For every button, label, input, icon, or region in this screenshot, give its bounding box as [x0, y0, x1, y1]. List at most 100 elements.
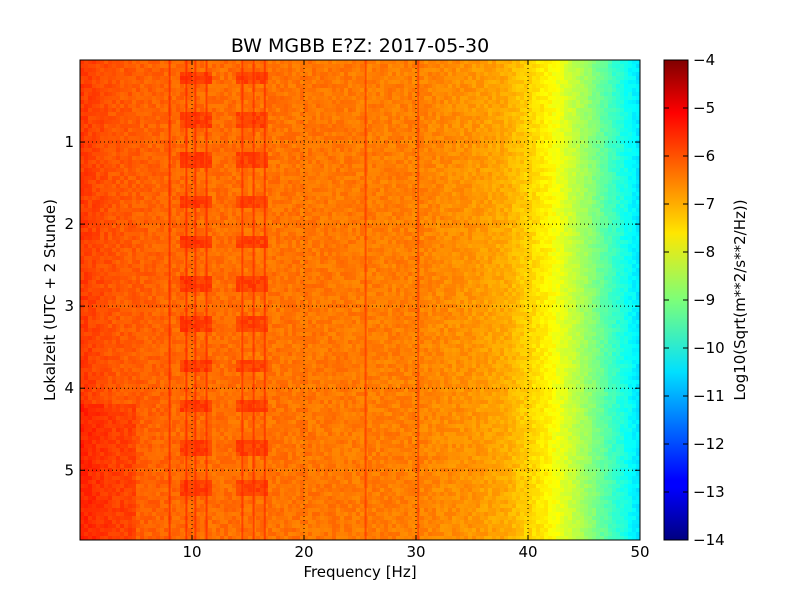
heatmap-cell [300, 112, 305, 117]
heatmap-cell [384, 172, 389, 177]
heatmap-cell [340, 156, 345, 161]
heatmap-cell [396, 64, 401, 69]
heatmap-cell [144, 120, 149, 125]
heatmap-cell [224, 124, 229, 129]
heatmap-cell [404, 176, 409, 181]
heatmap-cell [192, 92, 197, 97]
heatmap-cell [492, 96, 497, 101]
heatmap-cell [308, 64, 313, 69]
heatmap-cell [132, 88, 137, 93]
heatmap-cell [292, 200, 297, 205]
heatmap-cell [264, 116, 269, 121]
heatmap-cell [564, 172, 569, 177]
heatmap-cell [92, 120, 97, 125]
heatmap-cell [616, 76, 621, 81]
heatmap-cell [356, 72, 361, 77]
heatmap-cell [372, 200, 377, 205]
heatmap-cell [92, 136, 97, 141]
heatmap-cell [212, 144, 217, 149]
heatmap-cell [140, 116, 145, 121]
heatmap-cell [396, 188, 401, 193]
heatmap-cell [592, 108, 597, 113]
heatmap-cell [376, 84, 381, 89]
heatmap-cell [224, 108, 229, 113]
heatmap-cell [616, 188, 621, 193]
heatmap-cell [180, 156, 185, 161]
heatmap-cell [100, 148, 105, 153]
heatmap-cell [288, 136, 293, 141]
heatmap-cell [232, 96, 237, 101]
heatmap-cell [428, 108, 433, 113]
heatmap-cell [412, 104, 417, 109]
heatmap-cell [468, 120, 473, 125]
heatmap-cell [192, 136, 197, 141]
heatmap-cell [164, 84, 169, 89]
heatmap-cell [268, 88, 273, 93]
heatmap-cell [136, 184, 141, 189]
heatmap-cell [376, 188, 381, 193]
heatmap-cell [592, 68, 597, 73]
heatmap-cell [588, 192, 593, 197]
heatmap-cell [476, 76, 481, 81]
heatmap-cell [216, 180, 221, 185]
heatmap-cell [420, 136, 425, 141]
heatmap-cell [148, 120, 153, 125]
heatmap-cell [140, 120, 145, 125]
heatmap-cell [576, 152, 581, 157]
heatmap-cell [312, 180, 317, 185]
heatmap-cell [180, 64, 185, 69]
heatmap-cell [424, 92, 429, 97]
heatmap-cell [272, 128, 277, 133]
heatmap-cell [408, 200, 413, 205]
heatmap-cell [600, 148, 605, 153]
heatmap-cell [156, 128, 161, 133]
heatmap-cell [120, 120, 125, 125]
heatmap-cell [500, 196, 505, 201]
heatmap-cell [268, 164, 273, 169]
heatmap-cell [112, 88, 117, 93]
heatmap-cell [80, 144, 85, 149]
heatmap-cell [420, 152, 425, 157]
heatmap-cell [564, 160, 569, 165]
heatmap-cell [360, 60, 365, 65]
heatmap-cell [376, 128, 381, 133]
heatmap-cell [396, 200, 401, 205]
heatmap-cell [176, 132, 181, 137]
heatmap-cell [288, 184, 293, 189]
heatmap-cell [440, 172, 445, 177]
heatmap-cell [312, 124, 317, 129]
heatmap-cell [600, 144, 605, 149]
heatmap-cell [480, 96, 485, 101]
heatmap-cell [236, 192, 241, 197]
heatmap-cell [176, 92, 181, 97]
heatmap-cell [512, 164, 517, 169]
heatmap-cell [444, 176, 449, 181]
heatmap-cell [172, 192, 177, 197]
heatmap-cell [328, 200, 333, 205]
heatmap-cell [492, 136, 497, 141]
heatmap-cell [344, 80, 349, 85]
heatmap-cell [544, 196, 549, 201]
heatmap-cell [472, 184, 477, 189]
heatmap-cell [636, 108, 640, 113]
heatmap-cell [268, 168, 273, 173]
heatmap-cell [88, 96, 93, 101]
heatmap-cell [108, 152, 113, 157]
heatmap-cell [552, 112, 557, 117]
heatmap-cell [132, 60, 137, 65]
heatmap-cell [320, 68, 325, 73]
heatmap-cell [264, 100, 269, 105]
heatmap-cell [408, 168, 413, 173]
heatmap-cell [356, 76, 361, 81]
heatmap-cell [436, 76, 441, 81]
heatmap-cell [352, 68, 357, 73]
heatmap-cell [156, 100, 161, 105]
heatmap-cell [384, 92, 389, 97]
heatmap-cell [96, 84, 101, 89]
heatmap-cell [116, 60, 121, 65]
heatmap-cell [624, 72, 629, 77]
heatmap-cell [356, 112, 361, 117]
heatmap-cell [344, 180, 349, 185]
heatmap-cell [212, 60, 217, 65]
heatmap-cell [148, 168, 153, 173]
